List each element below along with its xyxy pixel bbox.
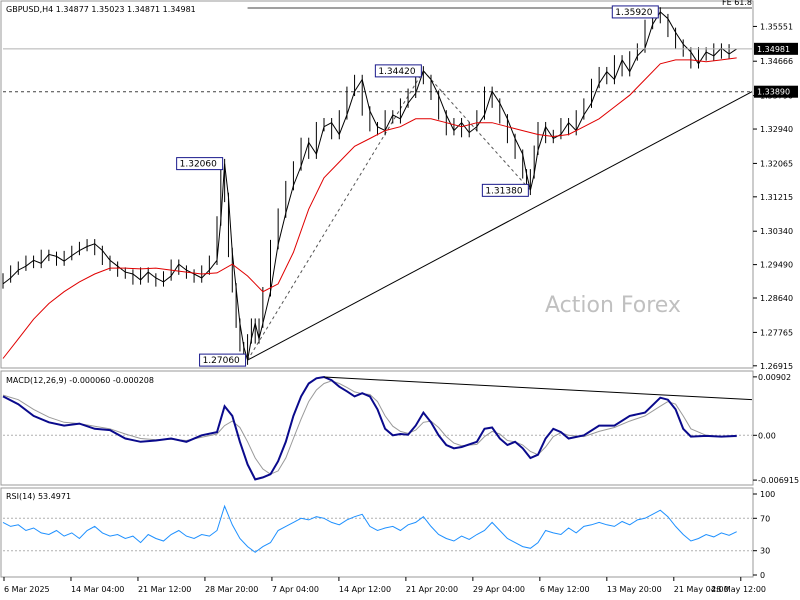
pivot-label-box	[176, 157, 224, 171]
support-level-tag	[754, 85, 798, 98]
x-tick-label: 21 May 04:00	[674, 585, 729, 594]
current-price-tag	[754, 42, 798, 55]
macd-layer	[2, 375, 753, 481]
x-tick-label: 21 Apr 20:00	[406, 585, 458, 594]
rsi-line	[2, 504, 737, 553]
price-ytick-label: 1.26915	[760, 362, 793, 371]
pivot-label: 1.34420	[378, 67, 415, 77]
pivot-label-box	[374, 64, 422, 78]
price-ytick-label: 1.32065	[760, 159, 793, 168]
macd-panel-title: MACD(12,26,9) -0.000060 -0.000208	[6, 376, 154, 385]
macd-line	[2, 375, 737, 481]
pivot-label: 1.27060	[203, 356, 240, 366]
current-price-label: 1.34981	[757, 45, 790, 54]
price-ytick-label: 1.32940	[760, 125, 793, 134]
rsi-panel-title: RSI(14) 53.4971	[6, 492, 71, 501]
x-tick-label: 13 May 20:00	[607, 585, 662, 594]
rsi-layer	[2, 504, 752, 553]
rsi-ytick-label: 70	[760, 514, 770, 523]
x-tick-label: 28 May 12:00	[711, 585, 766, 594]
price-panel-frame	[0, 0, 754, 369]
moving-average-line	[2, 57, 737, 359]
macd-panel-frame	[0, 370, 754, 486]
price-ytick-label: 1.31215	[760, 193, 793, 202]
price-ytick-label: 1.28640	[760, 294, 793, 303]
rsi-ytick-label: 0	[760, 571, 765, 580]
fe-level-label: FE 61.8	[722, 0, 752, 7]
price-ytick-label: 1.34666	[760, 57, 793, 66]
macd-signal-line	[2, 380, 737, 475]
rising-trendline	[247, 91, 753, 361]
pivot-label: 1.31380	[485, 186, 522, 196]
price-ytick-label: 1.27765	[760, 328, 793, 337]
price-ytick-label: 1.35551	[760, 22, 793, 31]
price-ytick-label: 1.29490	[760, 261, 793, 270]
x-tick-label: 7 Apr 04:00	[272, 585, 319, 594]
x-tick-label: 14 Mar 04:00	[71, 585, 124, 594]
rsi-panel-frame	[0, 487, 754, 578]
pivot-label-box	[199, 353, 247, 367]
axis-layer: 1.355511.346661.337901.329401.320651.312…	[3, 22, 799, 594]
watermark: Action Forex	[545, 293, 681, 318]
macd-ytick-label: 0.00	[758, 431, 776, 440]
rsi-ytick-label: 100	[760, 490, 775, 499]
x-tick-label: 21 Mar 12:00	[138, 585, 191, 594]
rsi-ytick-label: 30	[760, 547, 770, 556]
wave-dashed-line	[247, 70, 424, 361]
x-tick-label: 28 Mar 20:00	[205, 585, 258, 594]
pivot-label-box	[481, 183, 529, 197]
x-tick-label: 14 Apr 12:00	[339, 585, 391, 594]
macd-ytick-label: -0.006915	[758, 476, 799, 485]
x-tick-label: 6 Mar 2025	[4, 585, 50, 594]
x-tick-label: 29 Apr 04:00	[473, 585, 525, 594]
pivot-label: 1.32060	[180, 160, 217, 170]
price-line	[2, 11, 737, 361]
support-level-label: 1.33890	[757, 88, 790, 97]
macd-trendline	[323, 376, 753, 401]
price-panel-title: GBPUSD,H4 1.34877 1.35023 1.34871 1.3498…	[6, 5, 196, 14]
price-ytick-label: 1.30340	[760, 227, 793, 236]
pivot-label-box	[611, 5, 659, 19]
price-layer: FE 61.8 1.35920 1.34420 1.32060 1.31380 1.270…	[2, 0, 753, 367]
pivot-label: 1.35920	[615, 8, 652, 18]
x-tick-label: 6 May 12:00	[540, 585, 590, 594]
macd-ytick-label: 0.00902	[758, 373, 791, 382]
